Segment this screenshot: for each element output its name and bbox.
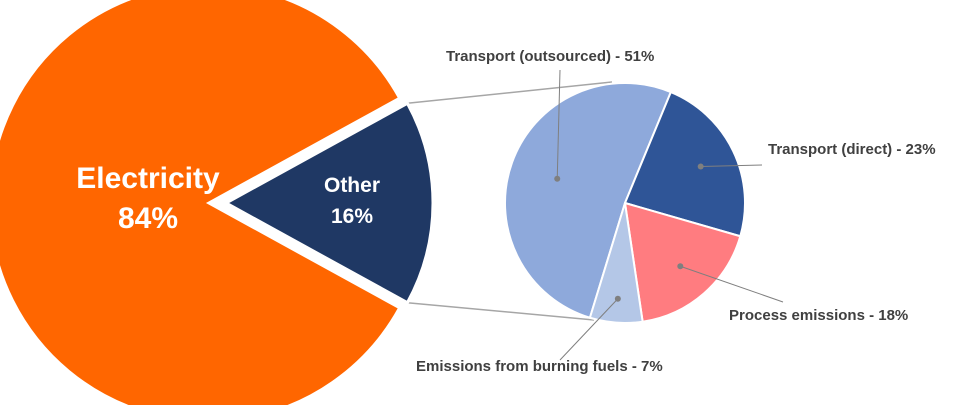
main-pie — [0, 0, 435, 405]
leader-transport-direct — [700, 164, 763, 168]
leader-lines — [554, 69, 784, 361]
slice-other — [222, 101, 435, 305]
connector-top — [407, 81, 613, 105]
slice-transport-outsourced — [503, 82, 672, 319]
connector-bottom — [407, 301, 595, 321]
electricity-label-name: Electricity — [76, 162, 220, 195]
other-label-name: Other — [324, 174, 380, 197]
transport-outsourced-label: Transport (outsourced) - 51% — [446, 48, 654, 65]
burning-fuels-label: Emissions from burning fuels - 7% — [416, 358, 663, 375]
slice-electricity — [0, 0, 401, 405]
process-emissions-label: Process emissions - 18% — [729, 307, 908, 324]
electricity-label-percent: 84% — [118, 202, 178, 235]
leader-dot-emissions-from-burning-fuels — [614, 295, 621, 302]
secondary-pie — [503, 82, 746, 325]
leader-emissions-from-burning-fuels — [559, 298, 619, 361]
leader-transport-outsourced — [556, 69, 561, 179]
connector-lines — [407, 81, 613, 321]
leader-dot-transport-direct — [697, 163, 704, 170]
slice-emissions-from-burning-fuels — [588, 202, 644, 325]
transport-direct-label: Transport (direct) - 23% — [768, 141, 936, 158]
slice-transport-direct — [624, 91, 746, 238]
leader-process-emissions — [680, 265, 784, 303]
leader-dot-process-emissions — [677, 263, 684, 270]
leader-dot-transport-outsourced — [554, 175, 561, 182]
other-label-percent: 16% — [331, 205, 373, 228]
slice-process-emissions — [624, 202, 742, 323]
